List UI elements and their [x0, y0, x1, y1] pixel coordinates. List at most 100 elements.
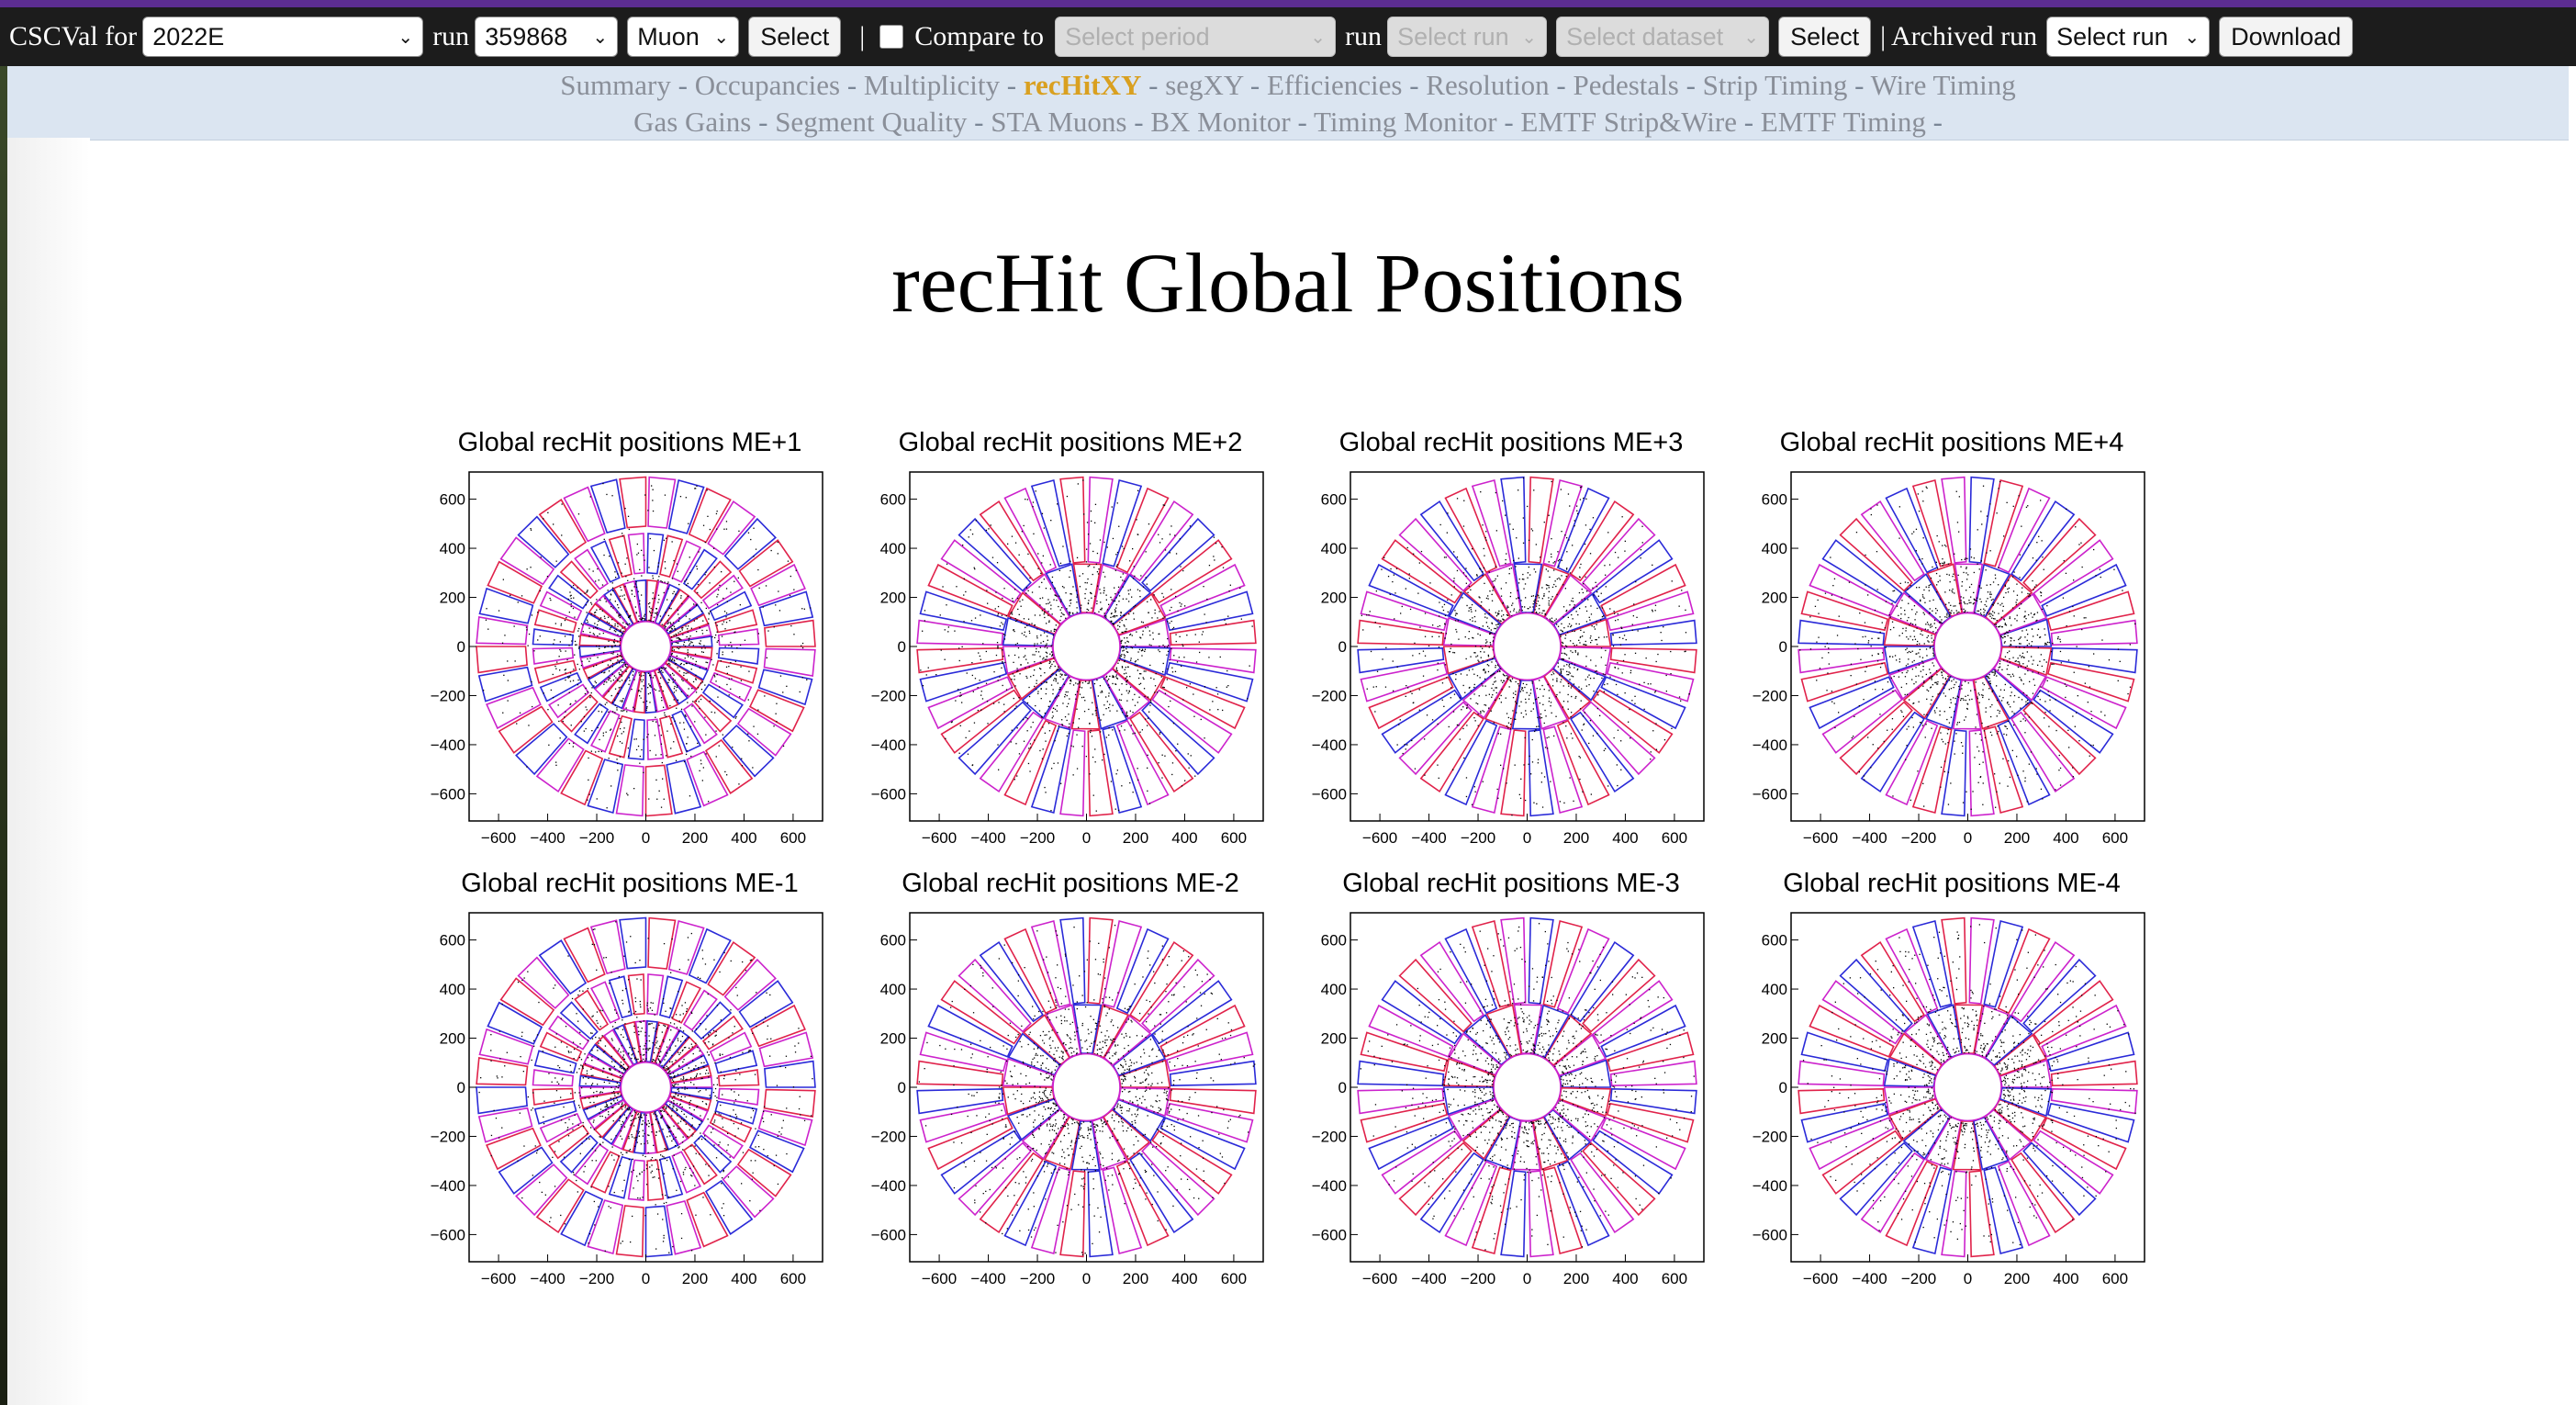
select-button[interactable]: Select [748, 17, 842, 57]
chamber-outline [927, 1004, 1014, 1058]
nav-link-segxy[interactable]: segXY [1165, 69, 1244, 101]
nav-link-resolution[interactable]: Resolution [1426, 69, 1550, 101]
nav-link-strip-timing[interactable]: Strip Timing [1702, 69, 1848, 101]
chamber-outline [1570, 940, 1635, 1023]
y-tick-label: −600 [871, 1226, 906, 1243]
nav-link-bx-monitor[interactable]: BX Monitor [1150, 106, 1291, 138]
chamber-outline [709, 671, 753, 702]
chamber-outline [476, 1086, 528, 1115]
chamber-outline [1556, 719, 1610, 806]
chamber-outline [1500, 476, 1527, 564]
x-tick-label: 200 [1123, 1270, 1148, 1287]
dataset-select-value: Muon [637, 22, 700, 51]
nav-link-pedestals[interactable]: Pedestals [1573, 69, 1679, 101]
download-button[interactable]: Download [2219, 17, 2354, 57]
plot-title: Global recHit positions ME+2 [898, 428, 1243, 457]
chamber-outline [1141, 1141, 1215, 1217]
chamber-outline [548, 1015, 590, 1051]
nav-link-emtf-strip-wire[interactable]: EMTF Strip&Wire [1520, 106, 1737, 138]
beam-hole [1933, 1052, 2002, 1122]
x-tick-label: 0 [1523, 1270, 1531, 1287]
chamber-outline [693, 560, 733, 600]
y-tick-label: 200 [440, 1030, 465, 1048]
chamber-outline [608, 975, 633, 1019]
chamber-outline [671, 710, 702, 753]
chamber-outline [707, 500, 756, 556]
chamber-outline [661, 1036, 698, 1073]
period-select[interactable]: 2022E ⌄ [142, 17, 424, 57]
run-select[interactable]: 359868 ⌄ [475, 17, 619, 57]
chamber-outline [644, 764, 673, 817]
chamber-outline [538, 939, 588, 995]
chamber-outline [657, 589, 690, 628]
compare-select-button[interactable]: Select [1778, 17, 1872, 57]
chamber-outline [1983, 1166, 2024, 1254]
nav-separator: - [1549, 69, 1574, 101]
chamber-outline [1360, 661, 1449, 702]
x-tick-label: −600 [1803, 1270, 1838, 1287]
nav-link-summary[interactable]: Summary [560, 69, 671, 101]
x-tick-label: 0 [1082, 1270, 1091, 1287]
chamber-outline [608, 534, 633, 579]
chamber-outline [2022, 1141, 2097, 1217]
chamber-outline [764, 619, 816, 647]
chamber-outline [659, 1155, 684, 1199]
compare-dataset-select[interactable]: Select dataset ⌄ [1556, 17, 1770, 57]
y-tick-label: 400 [880, 981, 906, 998]
nav-link-rechitxy[interactable]: recHitXY [1023, 69, 1142, 101]
chamber-outline [1059, 916, 1086, 1005]
y-tick-label: 600 [1762, 932, 1787, 950]
chamber-outline [748, 1130, 805, 1174]
chamber-outline [654, 668, 679, 710]
chamber-outline [1582, 1141, 1656, 1217]
nav-link-wire-timing[interactable]: Wire Timing [1870, 69, 2016, 101]
y-tick-label: −600 [1753, 1226, 1787, 1243]
nav-link-gas-gains[interactable]: Gas Gains [633, 106, 752, 138]
y-tick-label: −600 [1312, 1226, 1347, 1243]
chamber-outline [645, 579, 658, 623]
chamber-outline [1809, 1117, 1895, 1171]
chamber-outline [578, 634, 622, 647]
chamber-outline [633, 670, 646, 714]
nav-link-sta-muons[interactable]: STA Muons [991, 106, 1127, 138]
chamber-outline [619, 476, 647, 529]
chamber-outline [940, 539, 1022, 604]
compare-run-select[interactable]: Select run ⌄ [1387, 17, 1548, 57]
chamber-outline [1381, 539, 1462, 604]
chamber-outline [627, 718, 645, 760]
compare-period-select[interactable]: Select period ⌄ [1055, 17, 1337, 57]
nav-link-multiplicity[interactable]: Multiplicity [863, 69, 1001, 101]
chamber-outline [579, 649, 622, 669]
chamber-outline [682, 1143, 718, 1186]
chamber-outline [517, 956, 570, 1009]
x-tick-label: −400 [970, 1270, 1005, 1287]
nav-link-timing-monitor[interactable]: Timing Monitor [1314, 106, 1497, 138]
chamber-outline [533, 1050, 577, 1074]
chamber-outline [532, 1087, 575, 1106]
plot-title: Global recHit positions ME+4 [1779, 428, 2124, 457]
nav-link-segment-quality[interactable]: Segment Quality [775, 106, 968, 138]
nav-link-occupancies[interactable]: Occupancies [694, 69, 841, 101]
chamber-outline [478, 587, 534, 624]
chamber-outline [594, 661, 631, 698]
chamber-outline [1609, 619, 1697, 646]
plot-meplusminus-2: Global recHit positions ME+2 −600 −400 −200… [868, 428, 1272, 860]
plot-meminus-3: Global recHit positions ME-3 −600 −400 −200… [1309, 869, 1713, 1300]
nav-link-efficiencies[interactable]: Efficiencies [1267, 69, 1403, 101]
dataset-select[interactable]: Muon ⌄ [627, 17, 740, 57]
y-tick-label: −200 [871, 1128, 906, 1145]
archived-run-select[interactable]: Select run ⌄ [2046, 17, 2211, 57]
recHit-scatter-plot: −600 −400 −200 0 200 400 600 600 400 200 0 −200 −400… [871, 471, 1264, 847]
chamber-outline [1800, 590, 1889, 632]
nav-link-emtf-timing[interactable]: EMTF Timing [1760, 106, 1926, 138]
chamber-outline [1500, 729, 1527, 817]
chamber-outline [2041, 1117, 2127, 1171]
chamber-outline [1444, 719, 1498, 806]
chamber-outline [670, 1086, 713, 1100]
y-tick-label: −200 [871, 687, 906, 704]
x-tick-label: 200 [682, 1270, 708, 1287]
chamber-outline [622, 669, 643, 713]
chamber-outline [2050, 646, 2138, 674]
y-tick-label: 600 [880, 932, 906, 950]
compare-checkbox[interactable] [879, 25, 904, 49]
